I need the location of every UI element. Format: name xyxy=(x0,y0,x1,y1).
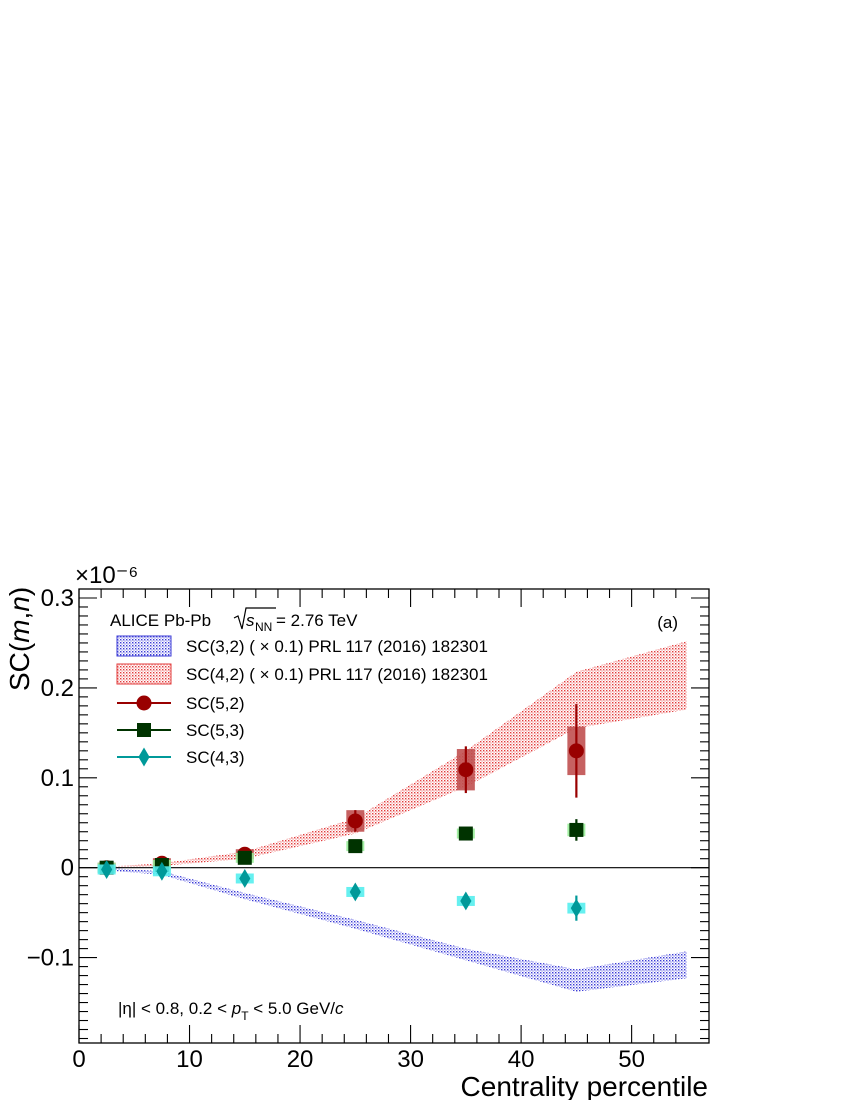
collision-header: ALICE Pb-Pb s NN = 2.76 TeV xyxy=(110,607,358,634)
legend-marker xyxy=(136,695,152,711)
legend-marker xyxy=(138,747,150,767)
axis-ticks: 0 10 20 30 40 50 −0.1 0 0.1 0.2 0.3 xyxy=(27,585,709,1073)
data-point-sc43 xyxy=(156,861,168,881)
legend-entry-sc42: SC(4,2) ( × 0.1) PRL 117 (2016) 182301 xyxy=(116,663,488,685)
data-point-sc43 xyxy=(239,869,251,888)
header-suffix: = 2.76 TeV xyxy=(276,611,358,630)
header-nn-subscript: NN xyxy=(255,620,272,634)
reference-bands xyxy=(106,641,687,992)
header-s: s xyxy=(246,611,255,630)
legend-swatch xyxy=(116,635,172,657)
data-point-sc43 xyxy=(101,860,113,879)
series-sc43 xyxy=(97,860,586,921)
panel-label: (a) xyxy=(657,613,678,632)
y-tick-label: 0 xyxy=(61,855,74,882)
band-sc42 xyxy=(106,641,687,868)
band-sc32 xyxy=(106,867,687,992)
data-point-sc52 xyxy=(568,743,584,759)
legend-marker xyxy=(137,723,151,737)
plot-frame xyxy=(78,588,710,1044)
legend-swatch xyxy=(116,663,172,685)
data-point-sc53 xyxy=(237,850,252,865)
y-axis-title: SC(m,n) xyxy=(4,587,35,691)
x-tick-label: 40 xyxy=(508,1046,535,1073)
kinematics-text: |η| < 0.8, 0.2 < pT < 5.0 GeV/c xyxy=(118,999,344,1023)
data-point-sc43 xyxy=(570,898,582,918)
legend-entry-sc32: SC(3,2) ( × 0.1) PRL 117 (2016) 182301 xyxy=(116,635,488,657)
data-point-sc52 xyxy=(458,762,474,778)
legend-label: SC(4,3) xyxy=(186,748,245,767)
data-points xyxy=(97,704,586,921)
data-point-sc53 xyxy=(348,839,363,854)
data-point-sc43 xyxy=(460,891,472,911)
header-prefix: ALICE Pb-Pb xyxy=(110,611,211,630)
sqrt-icon xyxy=(233,607,276,630)
legend-label: SC(5,2) xyxy=(186,694,245,713)
data-point-sc52 xyxy=(347,813,363,829)
x-tick-label: 30 xyxy=(397,1046,424,1073)
x-tick-label: 0 xyxy=(72,1046,85,1073)
y-tick-label: −0.1 xyxy=(27,945,74,972)
legend-entry-sc52: SC(5,2) xyxy=(117,694,245,713)
legend-entry-sc43: SC(4,3) xyxy=(117,747,245,767)
legend-label: SC(3,2) ( × 0.1) PRL 117 (2016) 182301 xyxy=(186,637,488,656)
data-point-sc53 xyxy=(569,822,584,837)
data-point-sc43 xyxy=(349,882,361,902)
x-tick-label: 10 xyxy=(176,1046,203,1073)
y-tick-label: 0.3 xyxy=(41,585,74,612)
legend-label: SC(4,2) ( × 0.1) PRL 117 (2016) 182301 xyxy=(186,665,488,684)
data-point-sc53 xyxy=(458,826,473,841)
x-tick-label: 20 xyxy=(287,1046,314,1073)
x-tick-label: 50 xyxy=(618,1046,645,1073)
x-axis-title: Centrality percentile xyxy=(461,1071,708,1100)
legend-label: SC(5,3) xyxy=(186,721,245,740)
y-tick-label: 0.1 xyxy=(41,765,74,792)
legend: SC(3,2) ( × 0.1) PRL 117 (2016) 182301 SC… xyxy=(116,635,488,767)
legend-entry-sc53: SC(5,3) xyxy=(117,721,245,740)
series-sc52 xyxy=(97,704,586,876)
y-exponent-label: ×10⁻⁶ xyxy=(75,562,138,589)
y-tick-label: 0.2 xyxy=(41,675,74,702)
kinematic-cuts: |η| < 0.8, 0.2 < pT < 5.0 GeV/c xyxy=(118,999,344,1023)
